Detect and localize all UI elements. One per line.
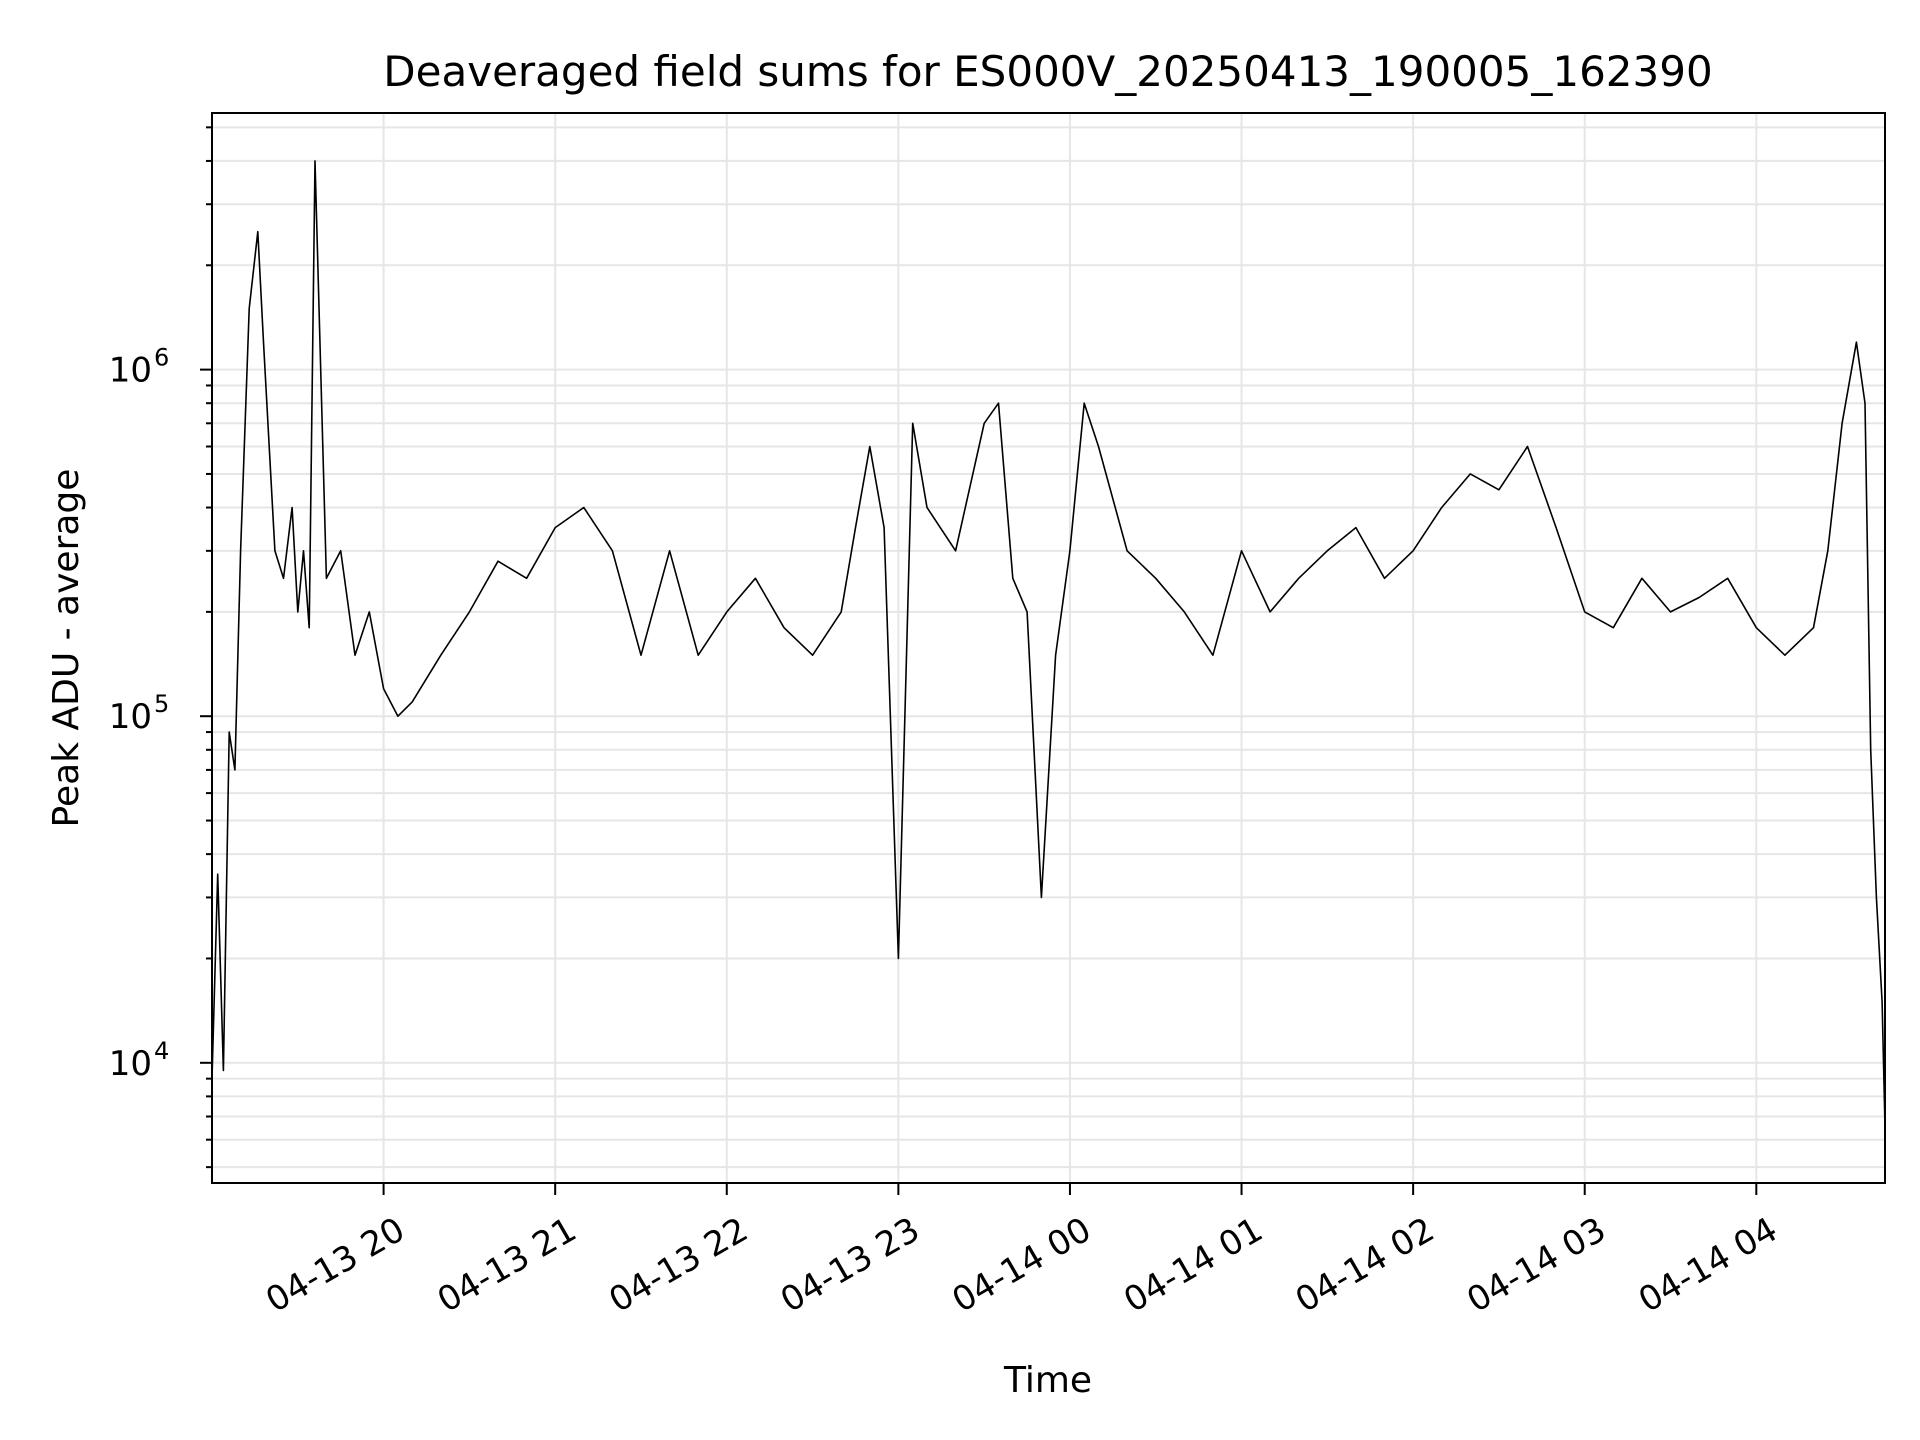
y-tick-label-exponent: 4 [154,1037,169,1065]
grid-lines [212,113,1885,1183]
y-tick-label-exponent: 6 [154,344,169,372]
y-tick-label: 10 [109,351,152,391]
y-axis-label: Peak ADU - average [46,469,87,828]
y-tick-label-exponent: 5 [154,690,169,718]
y-tick-label: 10 [109,697,152,737]
y-tick-label: 10 [109,1044,152,1084]
plot-frame [211,112,1886,1184]
chart-title: Deaveraged field sums for ES000V_2025041… [383,47,1712,96]
series-line [211,160,1886,1128]
data-line-layer [211,160,1886,1128]
x-axis-label: Time [1003,1360,1092,1401]
